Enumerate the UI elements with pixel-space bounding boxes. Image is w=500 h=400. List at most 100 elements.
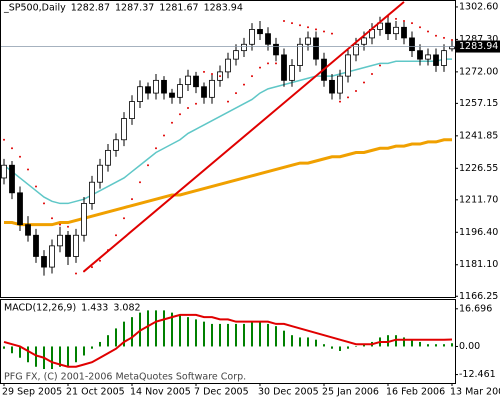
- macd-bar: [227, 323, 229, 347]
- y-tick-label: 1241.85: [459, 130, 498, 141]
- moving-average: [4, 138, 452, 227]
- candle-body: [393, 26, 399, 35]
- candle-body: [257, 29, 263, 35]
- sar-dot: [379, 64, 381, 67]
- sar-dot: [35, 185, 37, 188]
- header-text: 1281.67: [159, 3, 198, 14]
- sar-dot: [219, 75, 221, 78]
- sar-dot: [59, 223, 61, 226]
- sar-dot: [339, 100, 341, 103]
- macd-bar: [219, 323, 221, 347]
- macd-bar: [259, 321, 261, 347]
- y-tick-label: 1181.10: [459, 259, 498, 270]
- macd-header: 1.433: [81, 303, 108, 314]
- signal-line: [3, 313, 453, 368]
- candle-body: [73, 234, 79, 257]
- sar-dot: [347, 96, 349, 99]
- sar-dot: [267, 62, 269, 65]
- sar-dot: [411, 22, 413, 25]
- sar-dot: [179, 113, 181, 116]
- candle-body: [441, 50, 447, 66]
- x-tick-label: 30 Dec 2005: [258, 387, 319, 398]
- candle-body: [337, 75, 343, 94]
- candle-body: [65, 234, 71, 257]
- candle-body: [145, 86, 151, 94]
- candle-body: [273, 43, 279, 56]
- candle-body: [177, 84, 183, 98]
- macd-bar: [339, 346, 341, 351]
- y-tick-label: 0.00: [459, 341, 480, 352]
- sar-dot: [123, 217, 125, 220]
- candle-body: [161, 79, 167, 94]
- macd-bar: [299, 337, 301, 347]
- sar-dot: [171, 121, 173, 124]
- y-tick-label: 1226.55: [459, 163, 498, 174]
- macd-bar: [115, 328, 117, 347]
- sar-dot: [227, 100, 229, 103]
- candle-body: [385, 22, 391, 35]
- macd-bar: [19, 346, 21, 358]
- macd-bar: [403, 337, 405, 347]
- candle-body: [425, 54, 431, 60]
- sar-dot: [331, 32, 333, 35]
- macd-bar: [363, 344, 365, 347]
- candle-body: [289, 65, 295, 81]
- macd-bar: [99, 341, 101, 347]
- y-tick-label: 1287.30: [459, 34, 498, 45]
- macd-bar: [355, 346, 357, 347]
- sar-dot: [187, 106, 189, 109]
- sar-dot: [195, 102, 197, 105]
- candle-body: [121, 118, 127, 141]
- sar-dot: [147, 164, 149, 167]
- macd-bar: [427, 344, 429, 347]
- candle-body: [33, 234, 39, 257]
- macd-bar: [51, 346, 53, 370]
- sar-dot: [163, 134, 165, 137]
- macd-bar: [59, 346, 61, 367]
- sar-dot: [451, 39, 453, 42]
- current-price-box: [456, 40, 500, 53]
- candle-body: [329, 79, 335, 94]
- macd-bar: [75, 346, 77, 363]
- sar-dot: [99, 259, 101, 262]
- macd-bar: [291, 335, 293, 347]
- macd-bar: [187, 317, 189, 347]
- sar-dot: [403, 19, 405, 22]
- macd-bar: [435, 344, 437, 347]
- header-text: _SP500,Daily: [3, 3, 66, 14]
- candle-body: [41, 256, 47, 268]
- sar-dot: [363, 81, 365, 84]
- sar-dot: [235, 92, 237, 95]
- sar-dot: [27, 168, 29, 171]
- candle-body: [433, 54, 439, 66]
- moving-average: [3, 58, 452, 205]
- sar-dot: [395, 17, 397, 20]
- sar-dot: [67, 225, 69, 228]
- sar-dot: [283, 19, 285, 22]
- macd-bar: [267, 323, 269, 347]
- sar-dot: [203, 70, 205, 73]
- sar-dot: [355, 89, 357, 92]
- sar-dot: [443, 36, 445, 39]
- macd-bar: [323, 344, 325, 347]
- sar-dot: [75, 272, 77, 275]
- macd-bar: [179, 314, 181, 347]
- x-tick-label: 21 Oct 2005: [66, 387, 125, 398]
- macd-bar: [387, 335, 389, 347]
- candle-body: [193, 75, 199, 88]
- macd-bar: [203, 321, 205, 347]
- sar-dot: [427, 30, 429, 33]
- macd-bar: [123, 321, 125, 347]
- sar-dot: [291, 22, 293, 25]
- macd-bar: [163, 310, 165, 347]
- candle-body: [265, 33, 271, 45]
- macd-bar: [11, 346, 13, 354]
- sar-dot: [419, 26, 421, 29]
- macd-bar: [443, 344, 445, 347]
- x-tick-label: 14 Nov 2005: [130, 387, 191, 398]
- current-price-label: 1283.94: [459, 41, 498, 52]
- macd-bar: [3, 346, 5, 349]
- macd-bar: [275, 326, 277, 347]
- candle-body: [281, 54, 287, 81]
- macd-bar: [171, 312, 173, 347]
